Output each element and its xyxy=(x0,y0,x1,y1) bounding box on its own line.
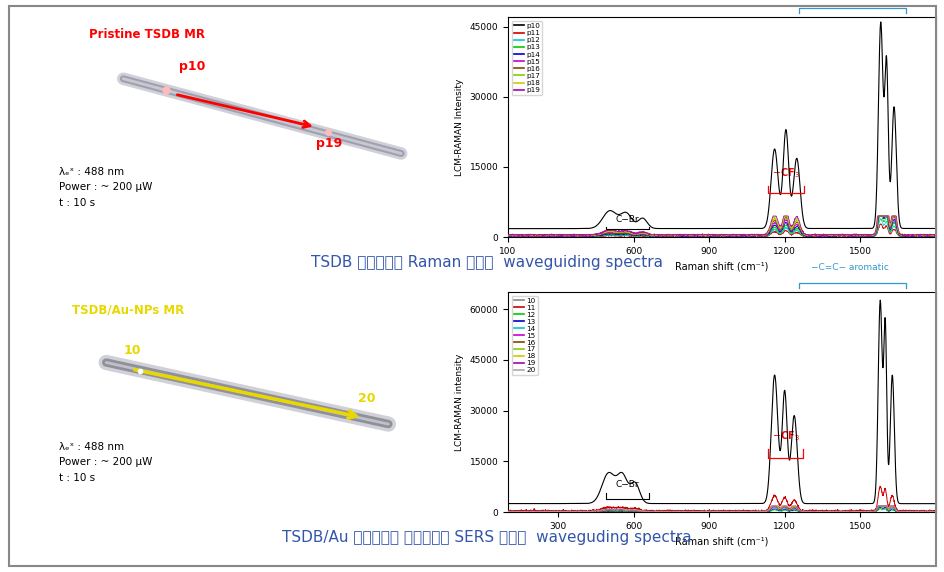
Text: p19: p19 xyxy=(315,137,342,150)
Text: Pristine TSDB MR: Pristine TSDB MR xyxy=(89,28,205,41)
Text: $-$CF$_3$: $-$CF$_3$ xyxy=(771,429,799,443)
Text: TSDB/Au 하이브리드 나노선에서 SERS 신호의  waveguding spectra: TSDB/Au 하이브리드 나노선에서 SERS 신호의 waveguding … xyxy=(281,530,691,545)
Text: −C=C− aromatic: −C=C− aromatic xyxy=(810,263,888,272)
Text: TSDB 나노선에서 Raman 신호의  waveguiding spectra: TSDB 나노선에서 Raman 신호의 waveguiding spectra xyxy=(311,255,662,270)
Text: 10: 10 xyxy=(123,344,141,357)
Text: λₑˣ : 488 nm
Power : ~ 200 μW
t : 10 s: λₑˣ : 488 nm Power : ~ 200 μW t : 10 s xyxy=(59,442,152,483)
Legend: 10, 11, 12, 13, 14, 15, 16, 17, 18, 19, 20: 10, 11, 12, 13, 14, 15, 16, 17, 18, 19, … xyxy=(511,296,537,375)
X-axis label: Raman shift (cm⁻¹): Raman shift (cm⁻¹) xyxy=(674,537,767,546)
Text: $-$CF$_3$: $-$CF$_3$ xyxy=(771,166,799,180)
Text: 20: 20 xyxy=(358,392,376,405)
Legend: p10, p11, p12, p13, p14, p15, p16, p17, p18, p19: p10, p11, p12, p13, p14, p15, p16, p17, … xyxy=(511,21,542,96)
Text: TSDB/Au-NPs MR: TSDB/Au-NPs MR xyxy=(72,303,184,316)
X-axis label: Raman shift (cm⁻¹): Raman shift (cm⁻¹) xyxy=(674,261,767,271)
Y-axis label: LCM-RAMAN intensity: LCM-RAMAN intensity xyxy=(455,353,464,451)
Text: λₑˣ : 488 nm
Power : ~ 200 μW
t : 10 s: λₑˣ : 488 nm Power : ~ 200 μW t : 10 s xyxy=(59,166,152,208)
Y-axis label: LCM-RAMAN Intensity: LCM-RAMAN Intensity xyxy=(455,78,464,176)
Text: C−Br: C−Br xyxy=(615,480,639,489)
Text: C−Br: C−Br xyxy=(615,216,639,224)
Text: p10: p10 xyxy=(178,60,205,73)
